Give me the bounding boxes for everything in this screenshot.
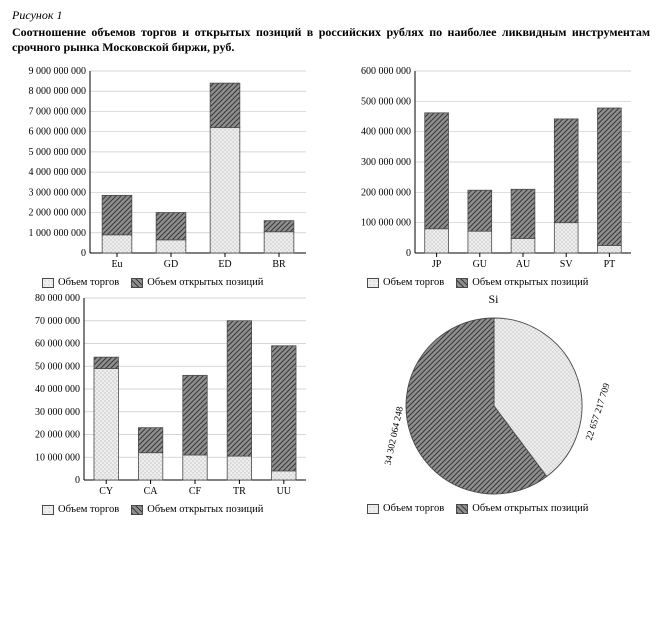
svg-text:100 000 000: 100 000 000	[361, 218, 411, 229]
panel-2: 0 100 000 000 200 000 000 300 000 000 400 00…	[337, 65, 650, 288]
panel4-legend: Объем торгов Объем открытых позиций	[337, 503, 650, 514]
hatched-swatch-icon	[131, 278, 143, 288]
legend-item-series-b: Объем открытых позиций	[456, 503, 588, 514]
pie-wrap: 22 657 217 709 34 302 064 248	[337, 311, 650, 501]
svg-text:7 000 000 000: 7 000 000 000	[29, 106, 87, 117]
svg-text:0: 0	[75, 475, 80, 486]
svg-text:4 000 000 000: 4 000 000 000	[29, 167, 87, 178]
svg-text:500 000 000: 500 000 000	[361, 96, 411, 107]
chart-grid: 0 1 000 000 000 2 000 000 000 3 000 000 000…	[12, 65, 650, 515]
dotted-swatch-icon	[42, 278, 54, 288]
legend-label-a: Объем торгов	[58, 277, 119, 288]
legend-label-b: Объем открытых позиций	[472, 277, 588, 288]
svg-text:TR: TR	[233, 486, 246, 497]
svg-text:JP: JP	[432, 259, 442, 270]
panel-3: 0 10 000 000 20 000 000 30 000 000 40 000 00…	[12, 292, 325, 515]
panel-4: Si 22 657 217 709 34 302 064 248 Объем т…	[337, 292, 650, 515]
svg-text:0: 0	[81, 248, 86, 259]
svg-text:1 000 000 000: 1 000 000 000	[29, 228, 87, 239]
svg-text:CY: CY	[99, 486, 113, 497]
legend-label-a: Объем торгов	[383, 503, 444, 514]
svg-text:8 000 000 000: 8 000 000 000	[29, 86, 87, 97]
svg-text:SV: SV	[560, 259, 574, 270]
legend-label-a: Объем торгов	[58, 504, 119, 515]
legend-label-b: Объем открытых позиций	[147, 277, 263, 288]
panel3-bar-chart: 0 10 000 000 20 000 000 30 000 000 40 000 00…	[12, 292, 312, 502]
svg-text:400 000 000: 400 000 000	[361, 127, 411, 138]
svg-text:0: 0	[406, 248, 411, 259]
svg-text:70 000 000: 70 000 000	[35, 316, 80, 327]
panel3-legend: Объем торгов Объем открытых позиций	[12, 504, 325, 515]
pie-title: Si	[337, 292, 650, 307]
panel1-legend: Объем торгов Объем открытых позиций	[12, 277, 325, 288]
svg-text:80 000 000: 80 000 000	[35, 293, 80, 304]
svg-text:300 000 000: 300 000 000	[361, 157, 411, 168]
svg-text:10 000 000: 10 000 000	[35, 452, 80, 463]
legend-item-series-b: Объем открытых позиций	[456, 277, 588, 288]
dotted-swatch-icon	[367, 278, 379, 288]
legend-item-series-b: Объем открытых позиций	[131, 504, 263, 515]
panel-1: 0 1 000 000 000 2 000 000 000 3 000 000 000…	[12, 65, 325, 288]
svg-text:6 000 000 000: 6 000 000 000	[29, 127, 87, 138]
legend-item-series-a: Объем торгов	[367, 277, 444, 288]
legend-label-b: Объем открытых позиций	[147, 504, 263, 515]
svg-text:600 000 000: 600 000 000	[361, 66, 411, 77]
hatched-swatch-icon	[456, 504, 468, 514]
svg-text:CA: CA	[144, 486, 159, 497]
figure-label: Рисунок 1	[12, 8, 650, 23]
svg-text:40 000 000: 40 000 000	[35, 384, 80, 395]
svg-text:60 000 000: 60 000 000	[35, 339, 80, 350]
panel2-bar-chart: 0 100 000 000 200 000 000 300 000 000 400 00…	[337, 65, 637, 275]
legend-item-series-a: Объем торгов	[42, 277, 119, 288]
dotted-swatch-icon	[367, 504, 379, 514]
svg-text:AU: AU	[516, 259, 531, 270]
svg-text:UU: UU	[277, 486, 292, 497]
panel1-bar-chart: 0 1 000 000 000 2 000 000 000 3 000 000 000…	[12, 65, 312, 275]
svg-text:PT: PT	[604, 259, 616, 270]
hatched-swatch-icon	[131, 505, 143, 515]
svg-text:20 000 000: 20 000 000	[35, 430, 80, 441]
svg-text:50 000 000: 50 000 000	[35, 361, 80, 372]
svg-text:BR: BR	[272, 259, 286, 270]
legend-item-series-b: Объем открытых позиций	[131, 277, 263, 288]
svg-text:GU: GU	[473, 259, 488, 270]
panel2-legend: Объем торгов Объем открытых позиций	[337, 277, 650, 288]
svg-text:3 000 000 000: 3 000 000 000	[29, 187, 87, 198]
svg-text:2 000 000 000: 2 000 000 000	[29, 208, 87, 219]
svg-text:200 000 000: 200 000 000	[361, 187, 411, 198]
hatched-swatch-icon	[456, 278, 468, 288]
legend-item-series-a: Объем торгов	[367, 503, 444, 514]
legend-label-a: Объем торгов	[383, 277, 444, 288]
svg-text:9 000 000 000: 9 000 000 000	[29, 66, 87, 77]
svg-text:GD: GD	[164, 259, 178, 270]
figure-title: Соотношение объемов торгов и открытых по…	[12, 25, 650, 55]
legend-item-series-a: Объем торгов	[42, 504, 119, 515]
svg-text:CF: CF	[189, 486, 202, 497]
dotted-swatch-icon	[42, 505, 54, 515]
svg-text:30 000 000: 30 000 000	[35, 407, 80, 418]
svg-text:Eu: Eu	[111, 259, 122, 270]
svg-text:ED: ED	[218, 259, 231, 270]
svg-text:5 000 000 000: 5 000 000 000	[29, 147, 87, 158]
legend-label-b: Объем открытых позиций	[472, 503, 588, 514]
